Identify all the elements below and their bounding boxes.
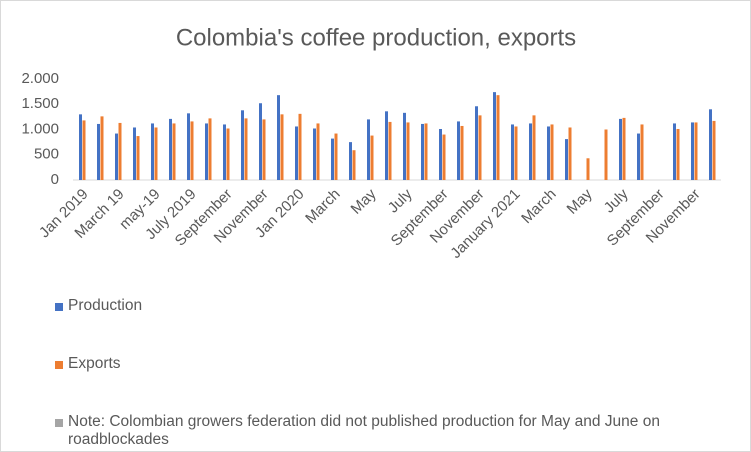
y-tick-label: 1.000 <box>21 120 59 137</box>
legend-entry: Exports <box>55 355 725 413</box>
bar <box>367 119 370 180</box>
bar <box>511 124 514 180</box>
bar <box>442 134 446 180</box>
bar <box>565 139 568 180</box>
x-tick-label: May <box>564 185 596 217</box>
bar <box>586 158 590 180</box>
bar <box>241 110 244 180</box>
bar <box>532 115 536 180</box>
bar <box>421 123 424 180</box>
bar <box>79 114 82 180</box>
y-tick-label: 0 <box>51 171 59 188</box>
bar <box>154 127 158 180</box>
x-tick-label: July <box>385 185 416 216</box>
bar <box>187 113 190 180</box>
bar <box>475 106 478 180</box>
bar <box>262 119 266 180</box>
bar <box>298 113 302 180</box>
legend-entry: Note: Colombian growers federation did n… <box>55 413 725 451</box>
bar <box>424 123 428 180</box>
bar <box>115 133 118 180</box>
x-tick-label: March <box>302 186 343 227</box>
bar <box>295 126 298 180</box>
bar <box>550 124 554 180</box>
bar <box>604 129 608 180</box>
bar <box>205 123 208 180</box>
legend-entry: Production <box>55 297 725 355</box>
bar <box>352 150 356 180</box>
bar <box>637 133 640 180</box>
bar <box>547 126 550 180</box>
bar <box>712 120 716 180</box>
bar <box>313 128 316 180</box>
bar <box>316 123 320 180</box>
y-tick-label: 1.500 <box>21 95 59 112</box>
bar <box>244 118 248 180</box>
bar <box>280 114 284 180</box>
bar <box>223 124 226 180</box>
bar <box>334 133 338 180</box>
bar <box>691 122 694 180</box>
bar <box>568 127 572 180</box>
bar <box>622 117 626 180</box>
bar <box>676 128 680 180</box>
bar <box>349 142 352 180</box>
bar <box>673 123 676 180</box>
bar <box>259 103 262 180</box>
bar <box>478 115 482 180</box>
bar <box>169 118 172 180</box>
bar <box>439 128 442 180</box>
legend-label: Exports <box>68 355 121 372</box>
bar <box>277 95 280 180</box>
bar <box>529 123 532 180</box>
bar <box>97 123 100 180</box>
bar <box>118 122 122 180</box>
bar <box>190 121 194 180</box>
legend-swatch <box>55 419 63 427</box>
bar <box>82 120 86 180</box>
legend-label: Production <box>68 297 143 314</box>
bar <box>133 127 136 180</box>
legend-swatch <box>55 361 63 369</box>
bar <box>619 118 622 180</box>
legend: Production Exports Note: Colombian growers… <box>55 297 725 451</box>
bar <box>172 123 176 180</box>
bar <box>640 124 644 180</box>
bar <box>385 111 388 180</box>
x-tick-label: March <box>518 186 559 227</box>
legend-swatch <box>55 303 63 311</box>
bar <box>226 128 230 180</box>
bar <box>457 121 460 180</box>
chart-title: Colombia's coffee production, exports <box>176 24 576 51</box>
bar <box>331 138 334 180</box>
bar <box>403 112 406 180</box>
bar <box>151 123 154 180</box>
bar <box>370 135 374 180</box>
bar <box>460 125 464 180</box>
bar <box>136 136 140 180</box>
bar <box>406 122 410 180</box>
bar <box>493 92 496 180</box>
bar <box>388 121 392 180</box>
bar <box>694 122 698 180</box>
bar <box>208 118 212 180</box>
x-tick-label: May <box>348 185 380 217</box>
x-tick-label: July <box>601 185 632 216</box>
legend-label: Note: Colombian growers federation did n… <box>68 413 660 448</box>
bar <box>496 95 500 180</box>
y-tick-label: 500 <box>34 146 59 163</box>
y-tick-label: 2.000 <box>21 70 59 87</box>
bar <box>514 126 518 180</box>
bar <box>709 109 712 180</box>
bar <box>100 116 104 180</box>
